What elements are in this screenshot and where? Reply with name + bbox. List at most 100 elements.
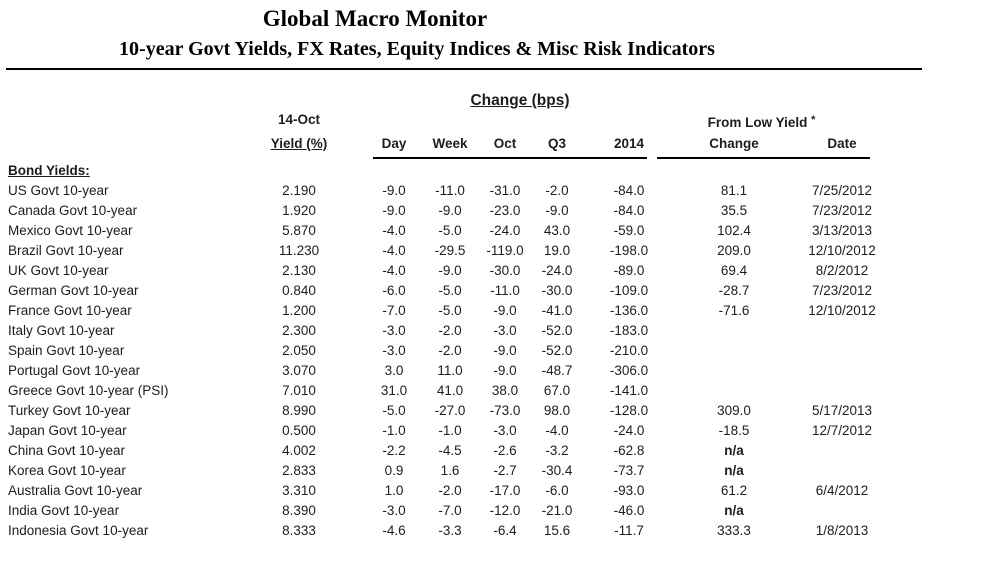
cell-change-oct: -119.0 [486,243,524,258]
cell-from-low-date [787,381,897,401]
cell-change-day: 0.9 [384,463,404,478]
cell-change-oct: -3.0 [493,323,517,338]
row-label: Japan Govt 10-year [8,423,127,438]
cell-change-oct: -73.0 [489,403,521,418]
cell-change-week: 41.0 [436,383,464,398]
from-low-columns-rule [657,157,870,159]
cell-yield: 1.200 [282,303,316,318]
cell-change-week: -27.0 [434,403,466,418]
cell-change-oct: 38.0 [491,383,519,398]
cell-from-low-change: 35.5 [720,203,748,218]
cell-change-q3: -2.0 [545,183,569,198]
cell-change-week: -11.0 [435,183,465,198]
table-row: Indonesia Govt 10-year 8.333 -4.6 -3.3 -6.4 1… [0,521,981,541]
table-row: UK Govt 10-year 2.130 -4.0 -9.0 -30.0 -24.0 -8… [0,261,981,281]
row-label: US Govt 10-year [8,183,109,198]
cell-change-week: -7.0 [438,503,462,518]
cell-change-2014: -183.0 [609,323,649,338]
table-row: US Govt 10-year 2.190 -9.0 -11.0 -31.0 -2.0 -8… [0,181,981,201]
cell-from-low-date: 12/7/2012 [811,423,873,438]
cell-change-day: -7.0 [382,303,406,318]
cell-change-q3: 98.0 [543,403,571,418]
column-header-week: Week [432,136,468,151]
column-header-2014: 2014 [613,136,645,151]
row-label: Brazil Govt 10-year [8,243,124,258]
table-row: German Govt 10-year 0.840 -6.0 -5.0 -11.0 -30… [0,281,981,301]
cell-change-q3: -48.7 [541,363,573,378]
cell-change-week: 1.6 [440,463,460,478]
cell-change-2014: -62.8 [613,443,645,458]
cell-from-low-date: 8/2/2012 [815,263,869,278]
cell-from-low-date [787,501,897,521]
cell-change-q3: 19.0 [543,243,571,258]
cell-change-day: -9.0 [382,203,406,218]
cell-change-day: -6.0 [382,283,406,298]
cell-yield: 1.920 [282,203,316,218]
cell-from-low-date: 12/10/2012 [808,303,876,318]
row-label: India Govt 10-year [8,503,120,518]
cell-change-week: -9.0 [438,263,462,278]
column-header-change: Change [709,136,759,151]
cell-from-low-date: 6/4/2012 [815,483,869,498]
cell-yield: 5.870 [282,223,316,238]
row-label: Italy Govt 10-year [8,323,115,338]
cell-yield: 2.833 [282,463,316,478]
row-label: UK Govt 10-year [8,263,109,278]
cell-change-day: 3.0 [384,363,404,378]
cell-yield: 2.190 [282,183,316,198]
footnote-asterisk: * [811,114,816,126]
cell-change-q3: 43.0 [543,223,571,238]
cell-change-q3: -21.0 [541,503,573,518]
cell-change-day: -5.0 [382,403,406,418]
column-header-day: Day [381,136,407,151]
row-label: Turkey Govt 10-year [8,403,131,418]
cell-change-week: -2.0 [438,323,462,338]
cell-change-day: -4.0 [382,243,406,258]
cell-from-low-date: 7/25/2012 [811,183,873,198]
cell-change-q3: -9.0 [545,203,569,218]
row-label: Mexico Govt 10-year [8,223,133,238]
cell-from-low-change: 309.0 [717,403,751,418]
cell-change-day: -3.0 [382,503,406,518]
cell-from-low-date: 12/10/2012 [808,243,876,258]
cell-change-day: 31.0 [380,383,408,398]
column-header-date: Date [827,136,857,151]
table-row: China Govt 10-year 4.002 -2.2 -4.5 -2.6 -3.2 -… [0,441,981,461]
table-row: Australia Govt 10-year 3.310 1.0 -2.0 -17.0 -… [0,481,981,501]
row-label: Spain Govt 10-year [8,343,125,358]
cell-change-oct: -30.0 [489,263,521,278]
cell-change-2014: -11.7 [614,523,644,538]
cell-yield: 2.050 [282,343,316,358]
cell-from-low-change: n/a [724,463,744,478]
cell-change-2014: -24.0 [613,423,645,438]
cell-change-oct: -9.0 [493,303,517,318]
table-row: Brazil Govt 10-year 11.230 -4.0 -29.5 -119.0… [0,241,981,261]
cell-from-low-change [674,381,794,401]
cell-change-day: 1.0 [384,483,404,498]
page-subtitle: 10-year Govt Yields, FX Rates, Equity In… [119,38,715,60]
table-row: Turkey Govt 10-year 8.990 -5.0 -27.0 -73.0 98… [0,401,981,421]
cell-change-day: -3.0 [382,323,406,338]
cell-change-q3: -30.0 [541,283,573,298]
table-row: Mexico Govt 10-year 5.870 -4.0 -5.0 -24.0 43.… [0,221,981,241]
cell-change-week: -4.5 [438,443,462,458]
cell-change-2014: -84.0 [613,203,645,218]
cell-change-q3: -52.0 [541,323,573,338]
column-header-oct: Oct [493,136,517,151]
cell-change-2014: -73.7 [613,463,645,478]
from-low-yield-label: From Low Yield [707,115,808,130]
from-low-yield-header: From Low Yield * [674,111,849,130]
cell-change-oct: -3.0 [493,423,517,438]
cell-from-low-change: 209.0 [717,243,751,258]
cell-yield: 2.130 [282,263,316,278]
row-label: German Govt 10-year [8,283,139,298]
cell-change-oct: -9.0 [493,363,517,378]
cell-change-q3: -41.0 [541,303,573,318]
cell-change-2014: -46.0 [613,503,645,518]
cell-yield: 3.070 [282,363,316,378]
cell-change-2014: -128.0 [609,403,649,418]
cell-from-low-change: -71.6 [718,303,750,318]
cell-change-q3: -30.4 [541,463,573,478]
cell-yield: 11.230 [278,243,320,258]
cell-yield: 8.990 [282,403,316,418]
